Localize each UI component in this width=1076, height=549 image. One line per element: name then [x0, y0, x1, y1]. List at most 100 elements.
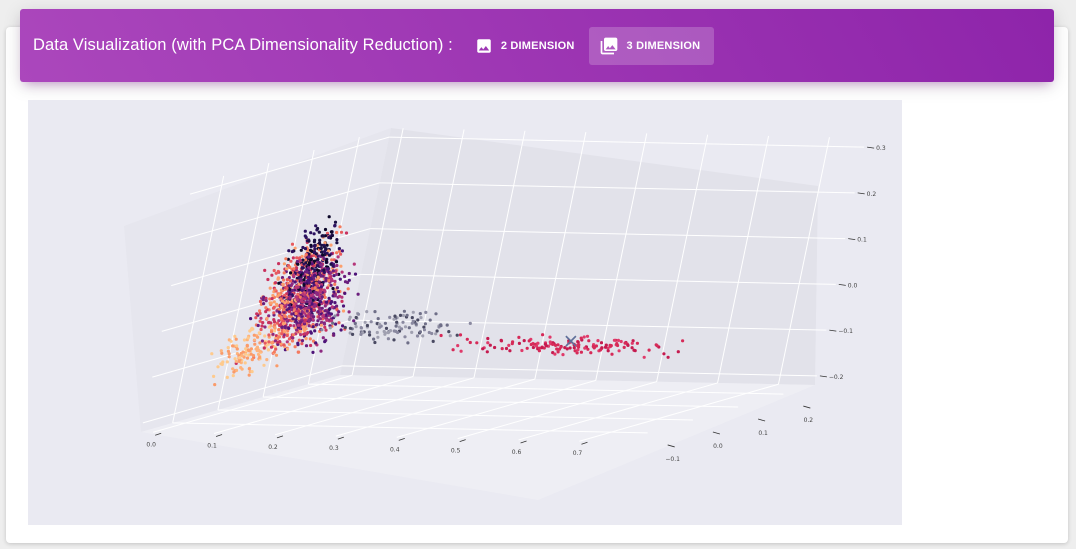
data-point [313, 273, 317, 277]
data-point [282, 328, 286, 333]
data-point [300, 342, 304, 346]
data-point [257, 331, 261, 335]
data-point [318, 317, 322, 321]
data-point [305, 267, 309, 271]
y-tick-label: 0.1 [758, 430, 768, 437]
data-point [365, 323, 369, 328]
data-point [309, 293, 313, 297]
data-point [246, 348, 250, 352]
data-point [289, 271, 293, 275]
data-point [341, 324, 345, 328]
data-point [212, 374, 216, 378]
data-point [297, 350, 301, 354]
data-point [235, 344, 239, 348]
data-point [339, 252, 343, 256]
data-point [346, 287, 350, 291]
data-point [630, 341, 634, 345]
data-point [261, 321, 265, 325]
data-point [233, 357, 237, 361]
data-point [234, 337, 238, 341]
data-point [681, 339, 685, 343]
data-point [335, 286, 339, 290]
data-point [395, 320, 399, 324]
data-point [299, 312, 303, 316]
data-point [284, 257, 288, 261]
data-point [274, 336, 278, 340]
data-point [320, 250, 324, 254]
data-point [321, 336, 325, 340]
data-point [282, 308, 286, 312]
data-point [309, 231, 313, 235]
data-point [587, 339, 591, 343]
x-tick-mark [398, 438, 405, 441]
data-point [431, 339, 435, 343]
data-point [245, 356, 250, 360]
data-point [253, 342, 257, 346]
data-point [335, 272, 339, 276]
data-point [302, 332, 306, 336]
data-point [298, 256, 302, 260]
data-point [234, 359, 238, 363]
data-point [339, 230, 344, 234]
data-point [272, 311, 276, 315]
tab-3-dimension[interactable]: 3 DIMENSION [588, 26, 715, 65]
data-point [340, 270, 344, 274]
data-point [311, 339, 316, 343]
data-point [245, 343, 249, 347]
data-point [277, 262, 281, 266]
data-point [341, 304, 346, 308]
data-point [290, 282, 294, 286]
grid-line-side-z [189, 136, 390, 195]
data-point [299, 333, 303, 337]
data-point [308, 288, 312, 292]
data-point [468, 321, 472, 325]
data-point [598, 348, 603, 352]
data-point [626, 343, 630, 347]
data-point [287, 337, 291, 341]
data-point [508, 349, 512, 353]
data-point [292, 324, 296, 328]
data-point [334, 260, 339, 264]
data-point [307, 275, 311, 279]
data-point [260, 324, 264, 328]
data-point [373, 340, 377, 345]
data-point [363, 320, 367, 324]
data-point [403, 335, 407, 339]
data-point [322, 268, 326, 272]
data-point [276, 269, 280, 274]
data-point [320, 283, 324, 287]
data-point [416, 318, 420, 322]
data-point [226, 346, 230, 350]
grid-line-floor-y [217, 409, 693, 421]
data-point [529, 342, 533, 347]
data-point [373, 310, 377, 314]
data-point [481, 347, 485, 351]
grid-line-side-y [172, 175, 225, 424]
data-point [343, 280, 348, 284]
data-point [309, 330, 313, 334]
data-point [269, 324, 273, 328]
z-tick-mark [867, 146, 875, 149]
data-point [312, 304, 316, 309]
data-point [323, 304, 327, 308]
tab-2-dimension[interactable]: 2 DIMENSION [465, 27, 589, 65]
data-point [422, 325, 426, 329]
data-point [333, 279, 337, 283]
data-point [282, 343, 286, 347]
data-point [330, 277, 334, 281]
data-point [314, 297, 318, 301]
data-point [296, 262, 300, 266]
data-point [325, 243, 329, 247]
data-point [544, 344, 549, 348]
data-point [288, 323, 292, 328]
data-point [302, 283, 306, 287]
data-point [303, 229, 307, 233]
data-point [292, 267, 296, 271]
data-point [300, 299, 304, 303]
data-point [337, 321, 341, 325]
data-point [316, 319, 320, 323]
data-point [301, 245, 305, 250]
data-point [304, 295, 308, 299]
data-point [631, 339, 635, 343]
data-point [266, 277, 270, 282]
